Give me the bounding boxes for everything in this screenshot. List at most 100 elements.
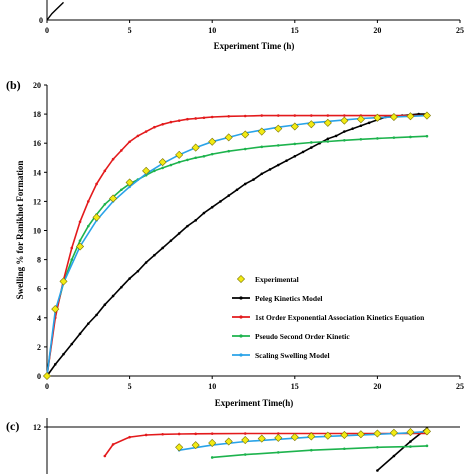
b-pseudo-second-order-point	[326, 140, 330, 143]
c-first-order-point	[161, 432, 164, 436]
b-experimental-point	[125, 178, 134, 187]
b-experimental-point	[257, 127, 266, 136]
b-experimental-point	[191, 143, 200, 152]
b-peleg-point	[227, 194, 231, 197]
b-first-order-point	[78, 220, 82, 224]
b-experimental-point	[406, 112, 415, 121]
c-peleg-line	[376, 427, 428, 472]
b-y-tick-label: 2	[37, 343, 41, 352]
c-experimental-point	[389, 428, 398, 437]
b-peleg-point	[243, 182, 247, 186]
legend-scaling-swelling-marker	[239, 353, 243, 357]
b-peleg-point	[334, 134, 338, 138]
b-peleg-point	[161, 246, 164, 250]
legend-scaling-swelling-label: Scaling Swelling Model	[255, 351, 330, 360]
b-first-order-point	[227, 114, 231, 118]
b-y-tick-label: 12	[33, 197, 41, 206]
b-experimental-point	[323, 118, 332, 127]
b-pseudo-second-order-point	[103, 203, 107, 206]
b-pseudo-second-order-point	[310, 141, 313, 144]
b-first-order-point	[128, 140, 131, 144]
b-peleg-point	[210, 205, 214, 209]
b-y-axis-label: Swelling % for Ranikhot Formation	[15, 161, 25, 300]
b-peleg-point	[78, 332, 82, 336]
c-experimental-point	[422, 427, 431, 436]
b-first-order-point	[103, 169, 107, 173]
b-y-tick-label: 10	[33, 227, 41, 236]
b-experimental-point	[76, 242, 85, 251]
top-x-tick-label: 15	[291, 26, 299, 35]
legend-experimental-label: Experimental	[255, 275, 299, 284]
b-first-order-point	[276, 114, 280, 117]
c-pseudo-second-order-point	[243, 453, 247, 456]
b-first-order-point	[194, 117, 197, 120]
b-plot-area: 0 2 4 6 8 10 12 14 16 18 20 0 5 10 15 20 25	[33, 81, 464, 391]
c-pseudo-second-order-point	[310, 448, 313, 452]
c-first-order-point	[210, 432, 214, 435]
b-x-axis-label: Experiment Time(h)	[215, 398, 293, 408]
b-peleg-point	[53, 363, 57, 366]
c-pseudo-second-order-point	[409, 445, 412, 448]
b-first-order-point	[343, 114, 346, 117]
b-y-tick-label: 16	[33, 139, 41, 148]
b-peleg-point	[144, 261, 148, 264]
top-x-tick-label: 20	[373, 26, 381, 35]
b-y-tick-label: 0	[37, 372, 41, 381]
b-first-order-point	[95, 182, 98, 186]
c-experimental-point	[290, 433, 299, 442]
b-y-tick-label: 8	[37, 256, 41, 265]
c-first-order-point	[194, 432, 197, 436]
b-scaling-swelling-line	[46, 114, 428, 377]
b-x-tick-label: 15	[291, 382, 299, 391]
b-first-order-point	[243, 114, 247, 118]
b-pseudo-second-order-point	[169, 163, 173, 167]
legend-first-order-marker	[239, 315, 243, 319]
b-first-order-point	[111, 157, 115, 161]
b-peleg-point	[310, 146, 313, 149]
c-experimental-point	[323, 431, 332, 440]
b-peleg-point	[219, 200, 222, 203]
panel-c: (c) 12	[6, 418, 460, 474]
c-pseudo-second-order-point	[343, 447, 346, 451]
c-experimental-point	[191, 441, 200, 450]
top-x-tick-label: 5	[128, 26, 132, 35]
b-experimental-point	[142, 166, 151, 175]
b-first-order-point	[202, 116, 206, 120]
b-y-tick-label: 6	[37, 285, 41, 294]
b-experimental-point	[307, 120, 316, 129]
b-y-tick-label: 20	[33, 81, 41, 90]
b-peleg-point	[62, 352, 65, 356]
b-peleg-point	[326, 137, 330, 141]
c-first-order-point	[243, 432, 247, 435]
b-peleg-point	[359, 124, 363, 128]
c-first-order-point	[276, 432, 280, 435]
b-first-order-point	[144, 130, 148, 133]
b-peleg-point	[417, 112, 421, 116]
legend-first-order-label: 1st Order Exponential Association Kineti…	[255, 313, 425, 322]
b-peleg-point	[351, 127, 354, 130]
c-peleg-point	[409, 440, 412, 443]
b-first-order-point	[177, 119, 181, 122]
b-experimental-point	[208, 137, 217, 146]
top-panel: 00 5 10 15 20 25 Experiment Time (h)	[39, 0, 464, 51]
b-experimental-point	[42, 371, 52, 381]
legend-experimental-swatch	[236, 274, 246, 284]
b-pseudo-second-order-point	[153, 169, 156, 173]
b-peleg-point	[268, 168, 272, 171]
c-experimental-point	[307, 432, 316, 441]
b-pseudo-second-order-point	[392, 136, 396, 139]
b-peleg-point	[136, 269, 140, 273]
b-peleg-point	[343, 130, 346, 133]
b-x-tick-label: 5	[128, 382, 132, 391]
b-first-order-point	[293, 114, 297, 117]
b-peleg-point	[276, 163, 280, 167]
top-plot-area: 00 5 10 15 20 25	[39, 0, 464, 35]
b-pseudo-second-order-point	[87, 224, 90, 228]
c-experimental-point	[274, 433, 283, 442]
c-experimental-point	[175, 443, 184, 452]
b-peleg-point	[70, 342, 74, 346]
b-peleg-point	[367, 121, 371, 125]
b-pseudo-second-order-point	[260, 145, 264, 149]
c-experimental-point	[224, 437, 233, 446]
